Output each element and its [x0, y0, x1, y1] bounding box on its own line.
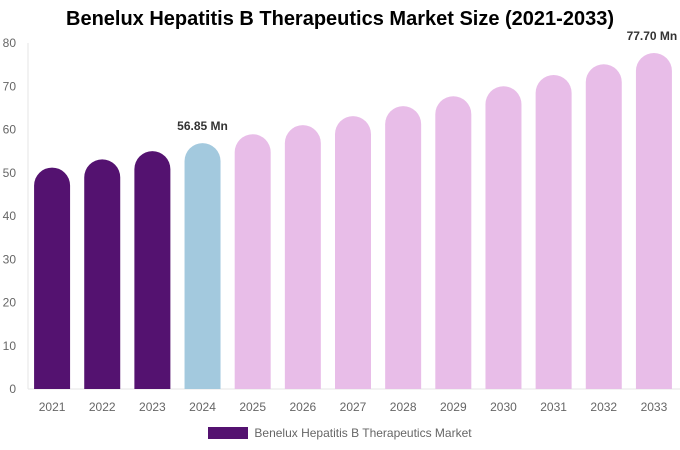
bar-2022 [84, 159, 121, 389]
legend[interactable]: Benelux Hepatitis B Therapeutics Market [0, 426, 680, 440]
x-tick-label: 2023 [139, 400, 166, 414]
data-label: 77.70 Mn [627, 29, 678, 43]
bar-2026 [284, 125, 321, 390]
y-tick-label: 70 [3, 79, 17, 93]
y-tick-label: 40 [3, 209, 17, 223]
y-tick-label: 80 [3, 36, 17, 50]
bar-2023 [134, 151, 171, 389]
bar-2025 [234, 134, 271, 389]
chart-title: Benelux Hepatitis B Therapeutics Market … [66, 8, 614, 30]
x-tick-label: 2022 [89, 400, 116, 414]
y-tick-label: 30 [3, 252, 17, 266]
y-tick-label: 60 [3, 123, 17, 137]
y-tick-label: 0 [9, 382, 16, 396]
x-tick-label: 2026 [289, 400, 316, 414]
bar-2028 [385, 106, 422, 389]
x-tick-label: 2021 [39, 400, 66, 414]
bar-2029 [435, 96, 472, 389]
bar-2032 [585, 64, 622, 389]
x-tick-label: 2030 [490, 400, 517, 414]
data-label: 56.85 Mn [177, 119, 228, 133]
x-tick-label: 2033 [641, 400, 668, 414]
x-tick-label: 2024 [189, 400, 216, 414]
y-tick-label: 50 [3, 166, 17, 180]
legend-swatch [208, 427, 249, 439]
bar-2031 [535, 75, 572, 389]
bar-2021 [34, 167, 71, 389]
x-tick-label: 2028 [390, 400, 417, 414]
bar-2030 [485, 86, 522, 389]
x-tick-label: 2031 [540, 400, 567, 414]
y-tick-label: 20 [3, 296, 17, 310]
x-tick-label: 2029 [440, 400, 467, 414]
bar-2033 [635, 52, 672, 389]
x-tick-label: 2025 [239, 400, 266, 414]
y-tick-label: 10 [3, 339, 17, 353]
bar-2027 [335, 116, 371, 390]
bar-2024 [184, 143, 221, 389]
x-tick-label: 2027 [340, 400, 367, 414]
legend-label: Benelux Hepatitis B Therapeutics Market [254, 426, 472, 440]
x-tick-label: 2032 [590, 400, 617, 414]
